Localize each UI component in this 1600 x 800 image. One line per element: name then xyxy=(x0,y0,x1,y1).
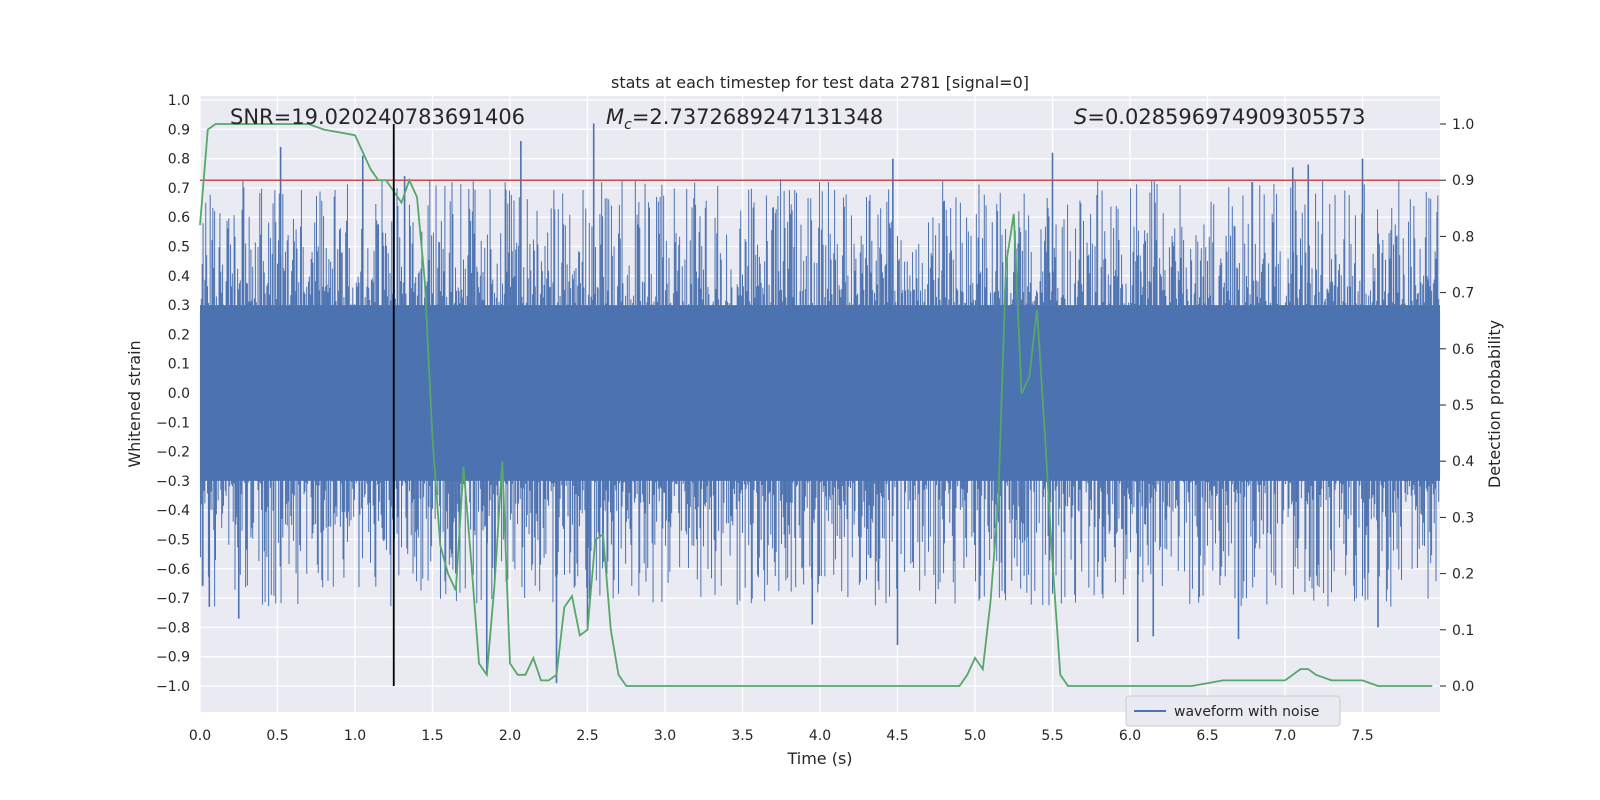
x-axis-ticks: 0.0 0.5 1.0 1.5 2.0 2.5 3.0 3.5 4.0 4.5 5.0 5.5 6.0 6… xyxy=(189,728,1374,744)
y-tick-label: 0.3 xyxy=(168,298,190,314)
y2-tick-label: 0.0 xyxy=(1452,679,1474,695)
x-tick-label: 4.5 xyxy=(886,728,908,744)
x-tick-label: 7.0 xyxy=(1274,728,1296,744)
y2-axis-ticks: 1.0 0.9 0.8 0.7 0.6 0.5 0.4 0.3 0.2 0.1 0.0 xyxy=(1440,117,1474,695)
chirp-mass-value: =2.7372689247131348 xyxy=(632,105,883,129)
waveform-series xyxy=(199,123,1441,684)
x-tick-label: 5.0 xyxy=(964,728,986,744)
legend-box xyxy=(1125,695,1341,727)
y-tick-label: −0.9 xyxy=(156,650,190,666)
s-symbol: S xyxy=(1074,105,1087,129)
y2-tick-label: 0.9 xyxy=(1452,173,1474,189)
y2-tick-label: 0.7 xyxy=(1452,286,1474,302)
y-tick-label: 0.7 xyxy=(168,181,190,197)
snr-annotation: SNR=19.020240783691406 xyxy=(230,105,525,129)
x-tick-label: 7.5 xyxy=(1351,728,1373,744)
y2-tick-label: 0.3 xyxy=(1452,510,1474,526)
x-tick-label: 1.5 xyxy=(421,728,443,744)
y-tick-label: −0.6 xyxy=(156,562,190,578)
chirp-mass-subscript: c xyxy=(624,117,632,133)
chart-title: stats at each timestep for test data 278… xyxy=(611,73,1029,92)
y2-axis-label: Detection probability xyxy=(1485,320,1504,488)
y-tick-label: 0.2 xyxy=(168,327,190,343)
x-tick-label: 3.5 xyxy=(731,728,753,744)
y2-tick-label: 0.1 xyxy=(1452,623,1474,639)
x-tick-label: 0.5 xyxy=(266,728,288,744)
chirp-mass-annotation: Mc=2.7372689247131348 xyxy=(606,105,883,133)
legend: waveform with noise xyxy=(1125,695,1341,727)
y-axis-label: Whitened strain xyxy=(125,340,144,467)
s-annotation: S=0.028596974909305573 xyxy=(1074,105,1365,129)
x-tick-label: 4.0 xyxy=(809,728,831,744)
y2-tick-label: 1.0 xyxy=(1452,117,1474,133)
y-tick-label: −0.3 xyxy=(156,474,190,490)
probability-series xyxy=(199,123,1433,687)
y-tick-label: −1.0 xyxy=(156,679,190,695)
x-tick-label: 2.0 xyxy=(499,728,521,744)
y-tick-label: −0.5 xyxy=(156,533,190,549)
y-tick-label: 1.0 xyxy=(168,93,190,109)
y-tick-label: 0.8 xyxy=(168,152,190,168)
y-tick-label: −0.4 xyxy=(156,503,190,519)
x-tick-label: 6.5 xyxy=(1196,728,1218,744)
y-tick-label: −0.7 xyxy=(156,591,190,607)
y-tick-label: −0.8 xyxy=(156,620,190,636)
y-tick-label: 0.1 xyxy=(168,357,190,373)
y-tick-label: 0.6 xyxy=(168,210,190,226)
x-tick-label: 1.0 xyxy=(344,728,366,744)
x-tick-label: 6.0 xyxy=(1119,728,1141,744)
y2-tick-label: 0.2 xyxy=(1452,567,1474,583)
y-axis-ticks: 1.0 0.9 0.8 0.7 0.6 0.5 0.4 0.3 0.2 0.1 0.0 −0.1 −0.… xyxy=(156,93,190,695)
x-axis-label: Time (s) xyxy=(786,749,852,768)
y2-tick-label: 0.6 xyxy=(1452,342,1474,358)
x-tick-label: 0.0 xyxy=(189,728,211,744)
y-tick-label: −0.2 xyxy=(156,445,190,461)
y2-tick-label: 0.5 xyxy=(1452,398,1474,414)
y2-tick-label: 0.8 xyxy=(1452,229,1474,245)
y-tick-label: 0.5 xyxy=(168,240,190,256)
y2-tick-label: 0.4 xyxy=(1452,454,1474,470)
y-tick-label: −0.1 xyxy=(156,415,190,431)
s-value: =0.028596974909305573 xyxy=(1087,105,1365,129)
y-tick-label: 0.0 xyxy=(168,386,190,402)
x-tick-label: 5.5 xyxy=(1041,728,1063,744)
x-tick-label: 2.5 xyxy=(576,728,598,744)
chirp-mass-symbol: M xyxy=(606,105,624,129)
x-tick-label: 3.0 xyxy=(654,728,676,744)
y-tick-label: 0.9 xyxy=(168,122,190,138)
y-tick-label: 0.4 xyxy=(168,269,190,285)
legend-label: waveform with noise xyxy=(1174,704,1319,720)
